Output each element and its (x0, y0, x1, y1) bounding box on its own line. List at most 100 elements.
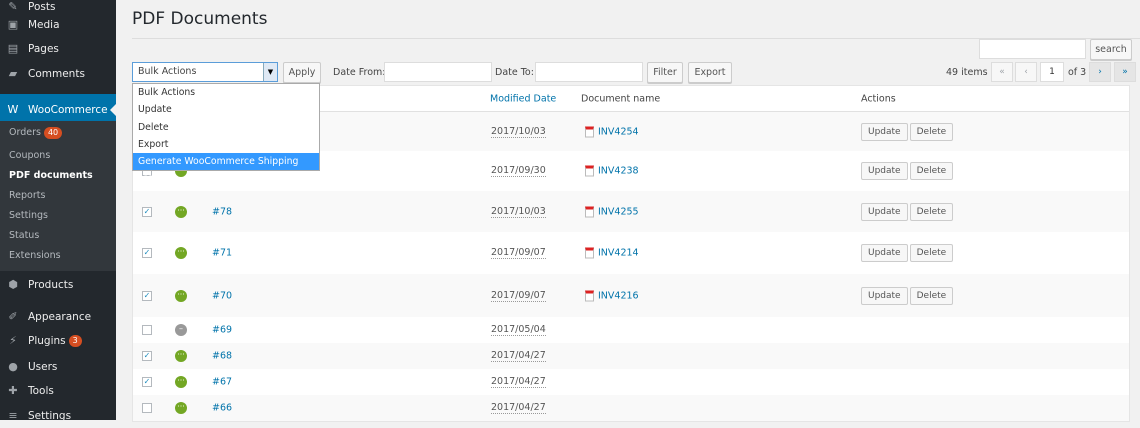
delete-button[interactable]: Delete (909, 244, 954, 262)
sidebar-item-comments[interactable]: ▰ Comments (0, 62, 116, 86)
order-link[interactable]: #69 (212, 324, 233, 336)
bulk-actions-dropdown[interactable]: Bulk Actions Update Delete Export Generate W… (132, 83, 320, 184)
dropdown-option[interactable]: Delete (138, 121, 169, 133)
modified-date: 2017/10/03 (491, 205, 546, 218)
submenu-label: PDF documents (9, 170, 93, 181)
pdf-icon (585, 247, 594, 259)
first-page-button[interactable]: « (991, 62, 1013, 82)
document-link[interactable]: INV4214 (585, 247, 639, 259)
submenu-label: Reports (9, 190, 46, 201)
delete-button[interactable]: Delete (909, 162, 954, 180)
update-button[interactable]: Update (861, 162, 908, 180)
submenu-item-settings[interactable]: Settings (9, 210, 48, 221)
sidebar-item-posts[interactable]: ✎ Posts (0, 0, 116, 19)
row-checkbox[interactable] (142, 403, 152, 413)
document-link[interactable]: INV4216 (585, 290, 639, 301)
last-page-button[interactable]: » (1114, 62, 1136, 82)
row-checkbox[interactable]: ✓ (142, 351, 152, 361)
box-icon: ⬢ (8, 278, 18, 291)
submenu-label: Settings (9, 210, 48, 221)
dropdown-option[interactable]: Generate WooCommerce Shipping Labels (133, 153, 319, 184)
order-link[interactable]: #78 (212, 206, 233, 217)
sidebar-item-appearance[interactable]: ✐ Appearance (0, 305, 116, 329)
delete-button[interactable]: Delete (909, 286, 954, 305)
sidebar-item-pages[interactable]: ▤ Pages (0, 37, 116, 61)
status-completed-icon: ··· (175, 289, 187, 302)
submenu-item-reports[interactable]: Reports (9, 190, 45, 201)
sidebar-item-media[interactable]: ▣ Media (0, 13, 116, 37)
sidebar-item-plugins[interactable]: ⚡ Plugins 3 (0, 329, 116, 353)
order-link[interactable]: #71 (212, 247, 233, 259)
row-actions: Update Delete (861, 286, 954, 305)
order-link[interactable]: #67 (212, 376, 233, 388)
dropdown-option[interactable]: Update (138, 104, 172, 116)
order-link[interactable]: #68 (212, 350, 233, 362)
document-name: INV4214 (598, 247, 639, 259)
sidebar-item-products[interactable]: ⬢ Products (0, 273, 116, 297)
update-button[interactable]: Update (861, 122, 908, 141)
sidebar-item-users[interactable]: ● Users (0, 355, 116, 379)
submenu-item-coupons[interactable]: Coupons (9, 150, 50, 161)
document-name: INV4216 (598, 290, 639, 301)
document-link[interactable]: INV4238 (585, 165, 639, 177)
submenu-item-pdf-documents[interactable]: PDF documents (9, 170, 93, 181)
search-input[interactable] (979, 39, 1086, 59)
submenu-item-extensions[interactable]: Extensions (9, 250, 61, 261)
sidebar-item-label: Appearance (28, 311, 92, 323)
prev-page-button[interactable]: ‹ (1015, 62, 1037, 82)
submenu-item-orders[interactable]: Orders 40 (9, 127, 63, 139)
delete-button[interactable]: Delete (909, 122, 954, 141)
sidebar-item-settings[interactable]: ≡ Settings (0, 404, 116, 428)
sidebar-item-woocommerce[interactable]: W WooCommerce (0, 94, 116, 126)
submenu-item-status[interactable]: Status (9, 230, 39, 241)
apply-button[interactable]: Apply (283, 62, 321, 83)
page-number-input[interactable]: 1 (1040, 62, 1064, 82)
column-modified-date[interactable]: Modified Date (490, 93, 557, 104)
update-button[interactable]: Update (861, 286, 908, 305)
chevron-down-icon[interactable]: ▼ (263, 63, 277, 81)
export-button[interactable]: Export (688, 62, 732, 83)
row-actions: Update Delete (861, 244, 954, 262)
search-button[interactable]: search (1090, 39, 1132, 60)
date-from-input[interactable] (384, 62, 492, 82)
media-icon: ▣ (7, 18, 19, 31)
comments-icon: ▰ (8, 67, 18, 80)
document-name: INV4238 (598, 165, 639, 177)
sidebar-item-label: Tools (28, 385, 54, 397)
modified-date: 2017/10/03 (491, 125, 546, 138)
pdf-icon (585, 165, 594, 177)
row-actions: Update Delete (861, 162, 954, 180)
date-to-input[interactable] (535, 62, 643, 82)
status-completed-icon: ··· (175, 247, 187, 259)
document-link[interactable]: INV4255 (585, 206, 639, 217)
date-to-label: Date To: (495, 67, 534, 78)
order-link[interactable]: #70 (212, 290, 233, 301)
dropdown-option[interactable]: Bulk Actions (138, 87, 196, 98)
row-checkbox[interactable]: ✓ (142, 290, 152, 301)
filter-button[interactable]: Filter (647, 62, 683, 83)
table-row: ✓ ··· #68 2017/04/27 (133, 343, 1129, 369)
bulk-actions-select[interactable]: Bulk Actions ▼ (132, 62, 278, 82)
column-document-name: Document name (581, 93, 661, 104)
sidebar-item-tools[interactable]: ✚ Tools (0, 379, 116, 403)
sidebar-item-label: Users (28, 361, 58, 373)
status-completed-icon: ··· (175, 205, 187, 218)
next-page-button[interactable]: › (1089, 62, 1111, 82)
row-checkbox[interactable]: ✓ (142, 206, 152, 217)
row-actions: Update Delete (861, 202, 954, 221)
order-link[interactable]: #66 (212, 402, 233, 414)
row-checkbox[interactable] (142, 325, 152, 335)
update-button[interactable]: Update (861, 202, 908, 221)
items-count: 49 items (946, 67, 988, 78)
orders-badge: 40 (43, 127, 63, 139)
delete-button[interactable]: Delete (909, 202, 954, 221)
dropdown-option[interactable]: Export (138, 138, 169, 150)
table-row: ✓ ··· #70 2017/09/07 INV4216 Update Delet… (133, 274, 1129, 317)
modified-date: 2017/09/07 (491, 289, 546, 302)
document-link[interactable]: INV4254 (585, 126, 639, 137)
user-icon: ● (8, 360, 18, 373)
table-row: – #69 2017/05/04 (133, 317, 1129, 343)
row-checkbox[interactable]: ✓ (142, 377, 152, 387)
update-button[interactable]: Update (861, 244, 908, 262)
row-checkbox[interactable]: ✓ (142, 248, 152, 258)
